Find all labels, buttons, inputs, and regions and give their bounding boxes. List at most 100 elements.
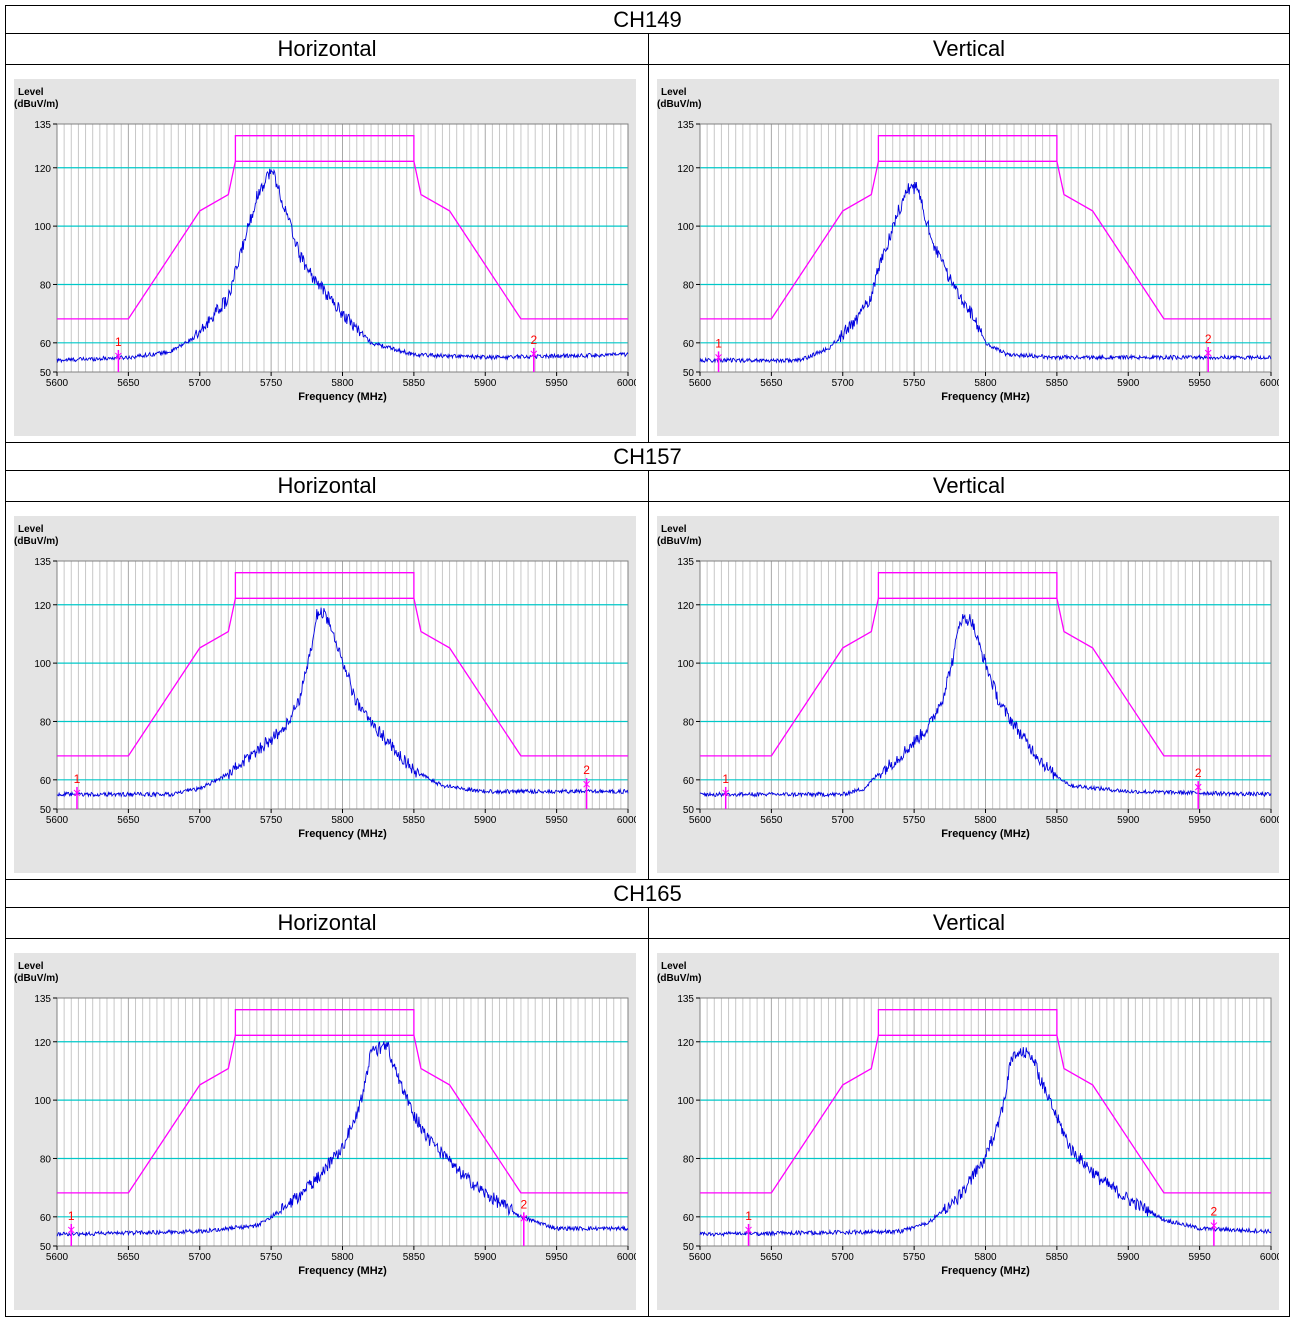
marker-label: 1 xyxy=(74,772,81,786)
marker-label: 2 xyxy=(520,1197,527,1211)
plot-cell: Level (dBuV/m) 50 60 80 100 120 135 5600 5650 5700… xyxy=(5,501,649,880)
marker-label: 2 xyxy=(583,763,590,777)
x-tick-label: 5600 xyxy=(46,815,69,826)
x-tick-label: 6000 xyxy=(1260,378,1279,389)
y-tick-label: 135 xyxy=(34,557,51,568)
x-tick-label: 5700 xyxy=(189,1252,212,1263)
x-tick-label: 5800 xyxy=(331,815,354,826)
y-tick-label: 100 xyxy=(677,659,694,670)
x-tick-label: 5950 xyxy=(546,378,569,389)
x-tick-label: 5900 xyxy=(474,378,497,389)
y-tick-label: 100 xyxy=(34,659,51,670)
x-tick-label: 5800 xyxy=(974,1252,997,1263)
x-tick-label: 5950 xyxy=(546,815,569,826)
y-axis-unit: (dBuV/m) xyxy=(657,99,701,110)
marker-cross xyxy=(745,1226,752,1234)
x-tick-label: 5900 xyxy=(1117,378,1140,389)
chart-ch149-vertical: Level(dBuV/m) 50 60 80 100 120 135 5600 5650 5700… xyxy=(657,79,1279,436)
x-tick-label: 5700 xyxy=(832,815,855,826)
measurement-trace xyxy=(56,607,629,798)
marker-label: 1 xyxy=(745,1209,752,1223)
y-tick-label: 120 xyxy=(34,601,51,612)
marker-label: 2 xyxy=(1211,1205,1218,1219)
x-axis-title: Frequency (MHz) xyxy=(941,828,1030,840)
limit-line xyxy=(57,597,628,757)
chart-ch149-horizontal: Level(dBuV/m) 50 60 80 100 120 135 5600 5650 5700… xyxy=(14,79,636,436)
x-tick-label: 5750 xyxy=(903,378,926,389)
x-axis-title: Frequency (MHz) xyxy=(941,1265,1030,1277)
y-axis-unit: (dBuV/m) xyxy=(14,536,58,547)
marker-cross xyxy=(722,789,730,797)
x-tick-label: 5800 xyxy=(331,1252,354,1263)
x-tick-label: 6000 xyxy=(617,1252,636,1263)
x-tick-label: 5650 xyxy=(760,378,783,389)
y-tick-label: 80 xyxy=(40,717,52,728)
x-tick-label: 5650 xyxy=(760,1252,783,1263)
polarization-header-vertical: Vertical xyxy=(647,907,1291,939)
x-tick-label: 5700 xyxy=(189,378,212,389)
y-tick-label: 135 xyxy=(34,120,51,131)
marker-cross xyxy=(73,789,81,797)
x-tick-label: 5850 xyxy=(1046,1252,1069,1263)
marker-label: 1 xyxy=(115,335,122,349)
y-tick-label: 80 xyxy=(40,280,52,291)
limit-line-plateau xyxy=(877,1009,1058,1036)
x-tick-label: 5900 xyxy=(1117,815,1140,826)
x-tick-label: 5600 xyxy=(46,1252,69,1263)
x-tick-label: 5850 xyxy=(403,1252,426,1263)
y-tick-label: 100 xyxy=(34,1096,51,1107)
limit-line-plateau xyxy=(234,572,415,599)
polarization-header-horizontal: Horizontal xyxy=(5,907,649,939)
x-tick-label: 6000 xyxy=(1260,815,1279,826)
chart-ch157-horizontal: Level(dBuV/m) 50 60 80 100 120 135 5600 5650 5700… xyxy=(14,516,636,873)
x-tick-label: 5750 xyxy=(903,815,926,826)
y-tick-label: 100 xyxy=(677,222,694,233)
x-tick-label: 6000 xyxy=(617,378,636,389)
y-tick-label: 100 xyxy=(677,1096,694,1107)
x-tick-label: 5850 xyxy=(1046,815,1069,826)
plot-cell: Level (dBuV/m) 50 60 80 100 120 135 5600 5650 5700… xyxy=(647,938,1291,1317)
y-tick-label: 120 xyxy=(34,1038,51,1049)
marker-label: 2 xyxy=(1205,332,1212,346)
measurement-trace xyxy=(699,181,1272,364)
x-tick-label: 5750 xyxy=(903,1252,926,1263)
x-tick-label: 5800 xyxy=(974,815,997,826)
limit-line xyxy=(57,160,628,320)
polarization-header-horizontal: Horizontal xyxy=(5,470,649,502)
x-tick-label: 5750 xyxy=(260,815,283,826)
x-tick-label: 5800 xyxy=(331,378,354,389)
x-tick-label: 5600 xyxy=(46,378,69,389)
x-tick-label: 5750 xyxy=(260,378,283,389)
channel-header: CH165 xyxy=(4,879,1291,908)
y-tick-label: 50 xyxy=(683,805,695,816)
x-tick-label: 5700 xyxy=(832,378,855,389)
x-tick-label: 5600 xyxy=(689,1252,712,1263)
y-tick-label: 80 xyxy=(40,1154,52,1165)
y-axis-unit: (dBuV/m) xyxy=(657,973,701,984)
x-tick-label: 6000 xyxy=(1260,1252,1279,1263)
x-tick-label: 5950 xyxy=(1189,815,1212,826)
polarization-header-horizontal: Horizontal xyxy=(5,33,649,65)
y-axis-title: Level xyxy=(661,524,687,535)
emission-table: CH149 Horizontal Vertical Level (dBuV/m) 5… xyxy=(4,5,1291,1317)
y-tick-label: 100 xyxy=(34,222,51,233)
marker-label: 2 xyxy=(530,333,537,347)
y-tick-label: 120 xyxy=(677,1038,694,1049)
marker-label: 2 xyxy=(1195,766,1202,780)
chart-ch165-vertical: Level(dBuV/m) 50 60 80 100 120 135 5600 5650 5700… xyxy=(657,953,1279,1310)
y-axis-title: Level xyxy=(18,87,44,98)
y-axis-unit: (dBuV/m) xyxy=(657,536,701,547)
x-tick-label: 5950 xyxy=(1189,378,1212,389)
marker-label: 1 xyxy=(722,772,729,786)
y-tick-label: 80 xyxy=(683,717,695,728)
y-tick-label: 60 xyxy=(683,776,695,787)
x-tick-label: 5800 xyxy=(974,378,997,389)
y-tick-label: 50 xyxy=(40,368,52,379)
x-tick-label: 5600 xyxy=(689,378,712,389)
x-tick-label: 5900 xyxy=(474,815,497,826)
x-tick-label: 5850 xyxy=(403,815,426,826)
limit-line xyxy=(700,160,1271,320)
marker-cross xyxy=(1194,783,1202,791)
polarization-header-vertical: Vertical xyxy=(647,470,1291,502)
plot-cell: Level (dBuV/m) 50 60 80 100 120 135 5600 5650 5700… xyxy=(647,64,1291,443)
